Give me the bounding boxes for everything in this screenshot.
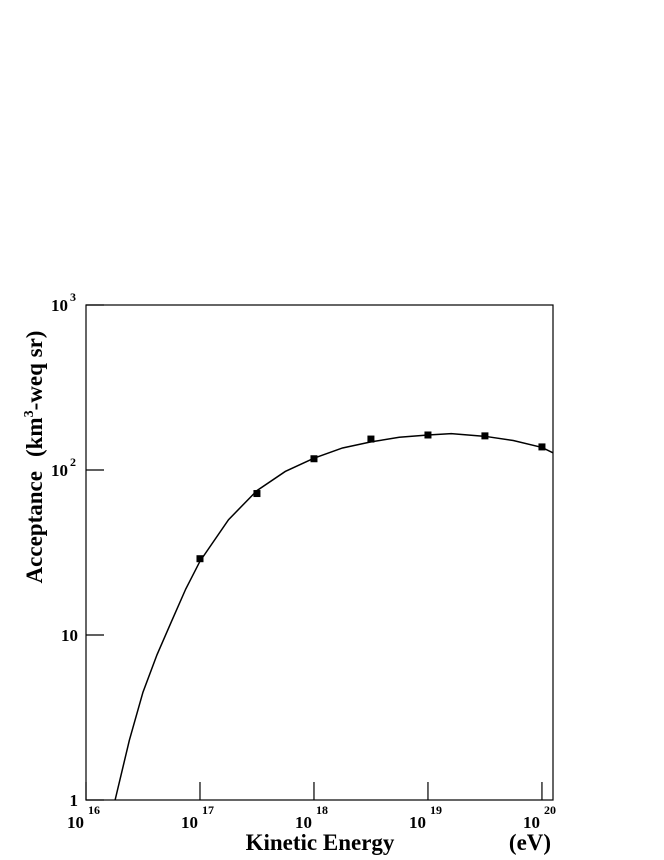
x-axis-title: Kinetic Energy: [246, 830, 395, 855]
y-tick-exp: 3: [70, 290, 76, 304]
x-tick-exp: 18: [316, 803, 328, 817]
x-tick-exp: 17: [202, 803, 214, 817]
y-title-unit-rest: -weq sr): [22, 331, 47, 411]
y-title-unit: (km: [22, 417, 47, 457]
y-tick-exp: 2: [70, 455, 76, 469]
data-point: [196, 555, 204, 563]
x-tick-label: 10: [523, 813, 540, 832]
data-point: [253, 490, 261, 498]
x-tick-label: 10: [295, 813, 312, 832]
x-tick-label: 10: [67, 813, 84, 832]
y-axis-title: Acceptance (km3-weq sr): [22, 331, 47, 584]
y-title-exp: 3: [22, 410, 37, 417]
y-tick-label: 10: [51, 296, 68, 315]
data-point: [481, 432, 489, 440]
x-axis-unit: (eV): [509, 830, 551, 855]
data-point: [367, 435, 375, 443]
y-title-main: Acceptance: [22, 471, 47, 583]
x-tick-exp: 16: [88, 803, 100, 817]
y-tick-label: 10: [51, 461, 68, 480]
y-tick-label: 1: [70, 791, 79, 810]
fit-curve: [114, 432, 553, 800]
plot-frame: [85, 304, 554, 801]
y-tick-label: 10: [61, 626, 78, 645]
x-tick-label: 10: [409, 813, 426, 832]
x-tick-exp: 19: [430, 803, 442, 817]
data-point: [310, 455, 318, 463]
x-tick-label: 10: [181, 813, 198, 832]
data-point: [538, 443, 546, 451]
data-point: [424, 431, 432, 439]
x-tick-exp: 20: [544, 803, 556, 817]
